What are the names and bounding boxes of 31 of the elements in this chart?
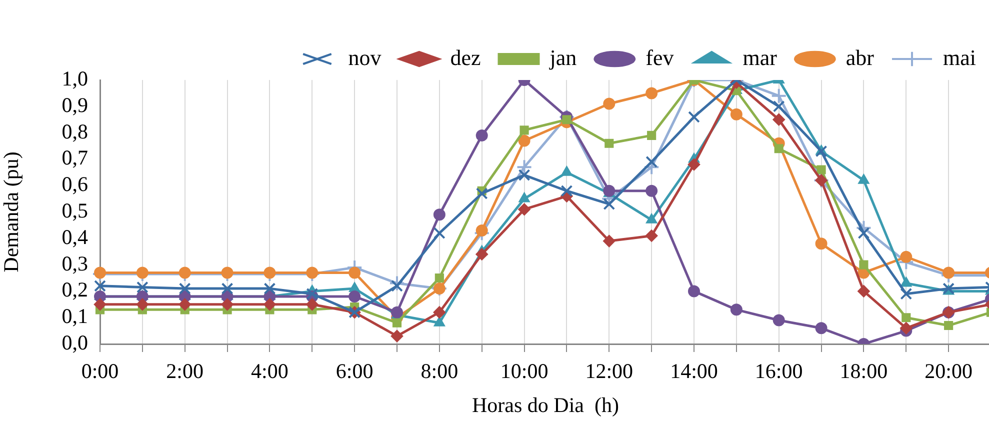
legend-label: mar bbox=[742, 44, 778, 70]
y-tick-label: 0,0 bbox=[62, 330, 88, 355]
y-tick-label: 0,5 bbox=[62, 198, 88, 223]
legend-label: nov bbox=[348, 44, 382, 70]
x-tick-label: 0:00 bbox=[81, 359, 119, 384]
y-tick-label: 1,0 bbox=[62, 66, 88, 91]
x-tick-label: 12:00 bbox=[585, 359, 634, 384]
x-tick-label: 14:00 bbox=[670, 359, 718, 384]
x-tick-label: 2:00 bbox=[166, 359, 204, 384]
x-axis-title: Horas do Dia (h) bbox=[472, 392, 619, 417]
x-tick-label: 6:00 bbox=[336, 359, 374, 384]
y-tick-label: 0,9 bbox=[62, 92, 88, 117]
y-tick-label: 0,1 bbox=[62, 304, 88, 328]
legend-label: dez bbox=[450, 44, 481, 70]
y-axis-title: Demanda (pu) bbox=[0, 152, 24, 272]
legend-label: fev bbox=[646, 44, 674, 70]
y-tick-label: 0,8 bbox=[62, 119, 88, 144]
y-tick-label: 0,3 bbox=[62, 251, 88, 276]
legend-label: jan bbox=[548, 44, 577, 70]
x-tick-label: 20:00 bbox=[924, 359, 972, 384]
y-tick-label: 0,7 bbox=[62, 146, 88, 170]
y-tick-label: 0,2 bbox=[62, 278, 88, 302]
x-tick-label: 8:00 bbox=[420, 359, 458, 384]
y-tick-label: 0,4 bbox=[62, 224, 88, 249]
x-tick-label: 4:00 bbox=[251, 359, 288, 384]
x-tick-label: 10:00 bbox=[500, 359, 548, 384]
x-tick-label: 18:00 bbox=[840, 359, 888, 384]
y-tick-label: 0,6 bbox=[62, 172, 88, 196]
legend-label: abr bbox=[846, 44, 875, 70]
legend-label: mai bbox=[943, 44, 976, 70]
x-tick-label: 16:00 bbox=[754, 359, 803, 384]
